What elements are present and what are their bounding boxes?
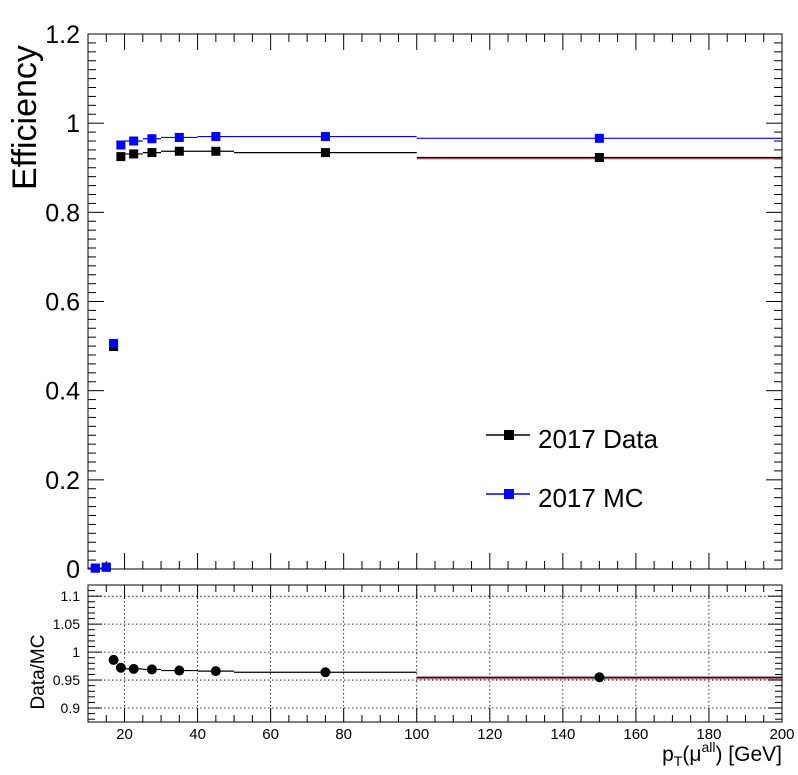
data-point xyxy=(320,132,330,142)
legend-marker-mc xyxy=(504,489,514,499)
legend: 2017 Data 2017 MC xyxy=(486,424,659,513)
x-label-sub: T xyxy=(674,753,683,769)
top-y-tick-label: 0.4 xyxy=(45,378,80,406)
top-plot-frame xyxy=(87,33,783,570)
data-point xyxy=(129,149,139,159)
top-y-tick-label: 0.6 xyxy=(45,289,80,317)
data-point xyxy=(116,140,126,150)
ratio-point xyxy=(320,667,331,678)
x-tick-label: 140 xyxy=(550,726,575,743)
legend-label-data: 2017 Data xyxy=(538,424,659,454)
bottom-y-tick-labels: 0.9 0.95 1 1.05 1.1 xyxy=(53,588,80,716)
data-point xyxy=(320,148,330,158)
top-y-tick-labels: 0 0.2 0.4 0.6 0.8 1 1.2 xyxy=(45,21,80,584)
bottom-y-tick-label: 1.05 xyxy=(53,616,80,632)
x-label-close: ) [GeV] xyxy=(715,743,782,766)
top-y-axis-label: Efficiency xyxy=(6,45,44,190)
data-point xyxy=(101,562,111,572)
x-label-sup: all xyxy=(701,739,715,755)
x-tick-label: 20 xyxy=(116,726,133,743)
ratio-point xyxy=(210,666,221,677)
ratio-series-layer xyxy=(108,654,782,683)
legend-marker-data xyxy=(504,430,514,440)
x-tick-label: 40 xyxy=(189,726,206,743)
data-point xyxy=(90,563,100,573)
ratio-point xyxy=(128,663,139,674)
ratio-point xyxy=(108,654,119,665)
x-tick-label: 100 xyxy=(404,726,429,743)
bottom-y-tick-label: 1 xyxy=(72,644,80,660)
ratio-point xyxy=(174,665,185,676)
x-tick-label: 160 xyxy=(623,726,648,743)
data-point xyxy=(211,132,221,142)
legend-entry-mc: 2017 MC xyxy=(486,483,644,513)
x-axis-label: pT(μall) [GeV] xyxy=(662,739,782,769)
data-point xyxy=(211,146,221,156)
bottom-plot-frame xyxy=(87,584,783,723)
ratio-grid xyxy=(88,585,782,722)
bottom-axis-ticks xyxy=(87,584,783,722)
top-y-tick-label: 0 xyxy=(66,556,80,584)
data-point xyxy=(174,132,184,142)
bottom-y-tick-label: 1.1 xyxy=(61,588,81,604)
bottom-y-tick-label: 0.95 xyxy=(53,672,80,688)
legend-entry-data: 2017 Data xyxy=(486,424,659,454)
data-point xyxy=(594,152,604,162)
x-tick-label: 80 xyxy=(335,726,352,743)
data-point xyxy=(129,136,139,146)
top-y-tick-label: 0.2 xyxy=(45,467,80,495)
x-tick-label: 180 xyxy=(696,726,721,743)
series-mc xyxy=(88,132,782,573)
bottom-y-axis-label: Data/MC xyxy=(28,635,49,710)
data-point xyxy=(147,148,157,158)
top-y-tick-label: 0.8 xyxy=(45,199,80,227)
data-point xyxy=(147,134,157,144)
efficiency-panel: 0 0.2 0.4 0.6 0.8 1 1.2 Efficiency 2017 Data 2… xyxy=(6,21,783,584)
x-tick-label: 120 xyxy=(477,726,502,743)
x-label-open: (μ xyxy=(682,743,701,766)
x-tick-labels: 20 40 60 80 100 120 140 160 180 200 xyxy=(116,726,794,743)
x-tick-label: 200 xyxy=(769,726,794,743)
legend-label-mc: 2017 MC xyxy=(538,483,644,513)
series-data xyxy=(88,146,782,573)
top-series-layer xyxy=(88,132,782,573)
top-axis-ticks xyxy=(87,33,783,570)
top-y-tick-label: 1.2 xyxy=(45,21,80,49)
bottom-y-tick-label: 0.9 xyxy=(61,700,81,716)
ratio-point xyxy=(594,672,605,683)
x-label-p: p xyxy=(662,743,674,766)
data-point xyxy=(174,146,184,156)
x-tick-label: 60 xyxy=(262,726,279,743)
ratio-point xyxy=(146,664,157,675)
data-point xyxy=(116,152,126,162)
top-y-tick-label: 1 xyxy=(66,110,80,138)
data-point xyxy=(109,338,119,348)
ratio-point xyxy=(115,662,126,673)
data-point xyxy=(594,133,604,143)
